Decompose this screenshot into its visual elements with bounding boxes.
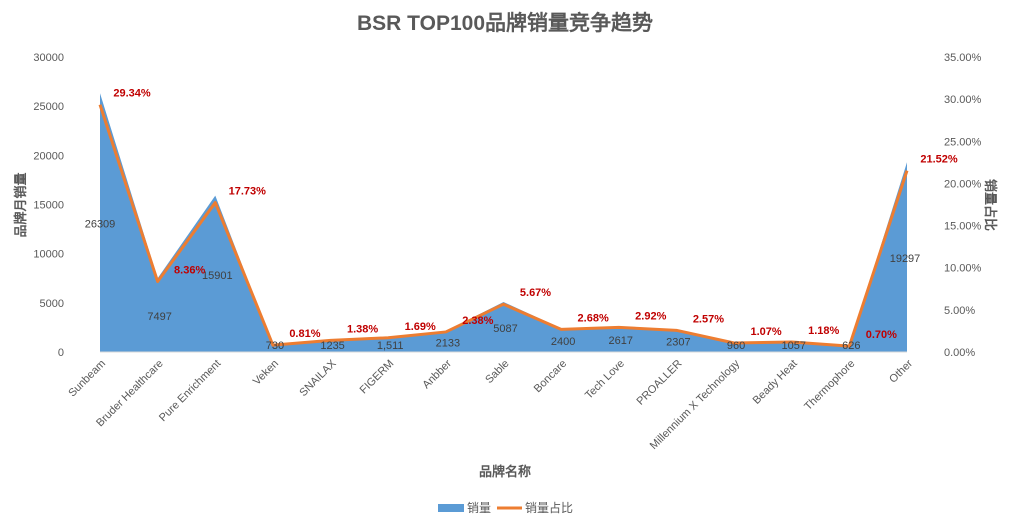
data-label-share: 0.81% — [289, 328, 320, 340]
y2-tick-label: 0.00% — [944, 347, 975, 359]
data-label-sales: 26309 — [85, 219, 116, 231]
legend: 销量 销量占比 — [438, 500, 573, 515]
y2-tick-label: 20.00% — [944, 178, 982, 190]
y-tick-label: 10000 — [33, 249, 64, 261]
data-label-share: 2.38% — [462, 315, 493, 327]
data-label-share: 5.67% — [520, 287, 551, 299]
y-tick-label: 20000 — [33, 150, 64, 162]
x-tick-label: Beady Heat — [751, 358, 800, 407]
data-label-sales: 2400 — [551, 336, 575, 348]
chart-title: BSR TOP100品牌销量竞争趋势 — [357, 11, 653, 35]
x-tick-label: Pure Enrichment — [157, 358, 223, 424]
legend-label-line: 销量占比 — [525, 500, 573, 515]
x-tick-label: Anbber — [420, 357, 454, 391]
x-tick-label: Thermophore — [802, 358, 857, 413]
series-line-share — [98, 104, 909, 348]
data-label-sales: 1057 — [781, 340, 805, 352]
y2-tick-label: 35.00% — [944, 52, 982, 64]
y-tick-label: 25000 — [33, 101, 64, 113]
data-label-share: 0.70% — [866, 329, 897, 341]
data-label-share: 1.38% — [347, 323, 378, 335]
legend-label-area: 销量 — [467, 501, 491, 515]
data-label-sales: 626 — [842, 340, 860, 352]
x-tick-label: FIGERM — [358, 358, 397, 397]
x-axis-title: 品牌名称 — [479, 464, 531, 479]
data-label-share: 1.07% — [750, 326, 781, 338]
data-label-sales: 1235 — [320, 340, 344, 352]
x-tick-label: Other — [887, 357, 915, 385]
data-label-sales: 7497 — [147, 311, 171, 323]
data-label-sales: 2307 — [666, 337, 690, 349]
data-label-share: 2.92% — [635, 310, 666, 322]
data-label-sales: 5087 — [493, 323, 517, 335]
x-tick-label: Sable — [483, 358, 511, 386]
data-label-share: 1.69% — [405, 321, 436, 333]
data-label-share: 1.18% — [808, 325, 839, 337]
y2-tick-label: 30.00% — [944, 94, 982, 106]
y2-axis-title: 销量占比 — [983, 179, 998, 231]
x-tick-label: Veken — [251, 358, 281, 388]
data-label-sales: 2133 — [436, 338, 460, 350]
data-label-share: 8.36% — [174, 265, 205, 277]
legend-swatch-area — [438, 504, 464, 512]
data-label-sales: 1,511 — [377, 340, 404, 352]
data-label-sales: 15901 — [202, 270, 233, 282]
data-label-sales: 2617 — [609, 335, 633, 347]
x-tick-label: Sunbeam — [66, 358, 108, 400]
y-tick-label: 5000 — [40, 298, 64, 310]
x-tick-label: Tech Love — [583, 358, 627, 402]
y-tick-label: 15000 — [33, 200, 64, 212]
y-tick-label: 30000 — [33, 52, 64, 64]
y2-tick-label: 25.00% — [944, 136, 982, 148]
plot-area: 0 5000 10000 15000 20000 25000 30000 0.00% 5.00%… — [33, 52, 981, 452]
x-tick-label: PROALLER — [635, 358, 685, 408]
data-label-sales: 960 — [727, 340, 745, 352]
data-label-share: 2.68% — [578, 312, 609, 324]
y2-tick-label: 10.00% — [944, 263, 982, 275]
data-label-share: 2.57% — [693, 313, 724, 325]
x-tick-label: Boncare — [532, 358, 569, 395]
y-tick-label: 0 — [58, 347, 64, 359]
series-area-sales — [100, 93, 907, 352]
data-label-share: 17.73% — [229, 186, 267, 198]
y-axis-title: 品牌月销量 — [13, 172, 28, 237]
y2-tick-label: 15.00% — [944, 221, 982, 233]
y2-tick-label: 5.00% — [944, 305, 975, 317]
data-label-sales: 19297 — [890, 253, 921, 265]
data-label-share: 29.34% — [113, 88, 151, 100]
data-label-share: 21.52% — [920, 154, 958, 166]
x-tick-label: SNAILAX — [297, 357, 339, 399]
data-label-sales: 730 — [266, 340, 284, 352]
